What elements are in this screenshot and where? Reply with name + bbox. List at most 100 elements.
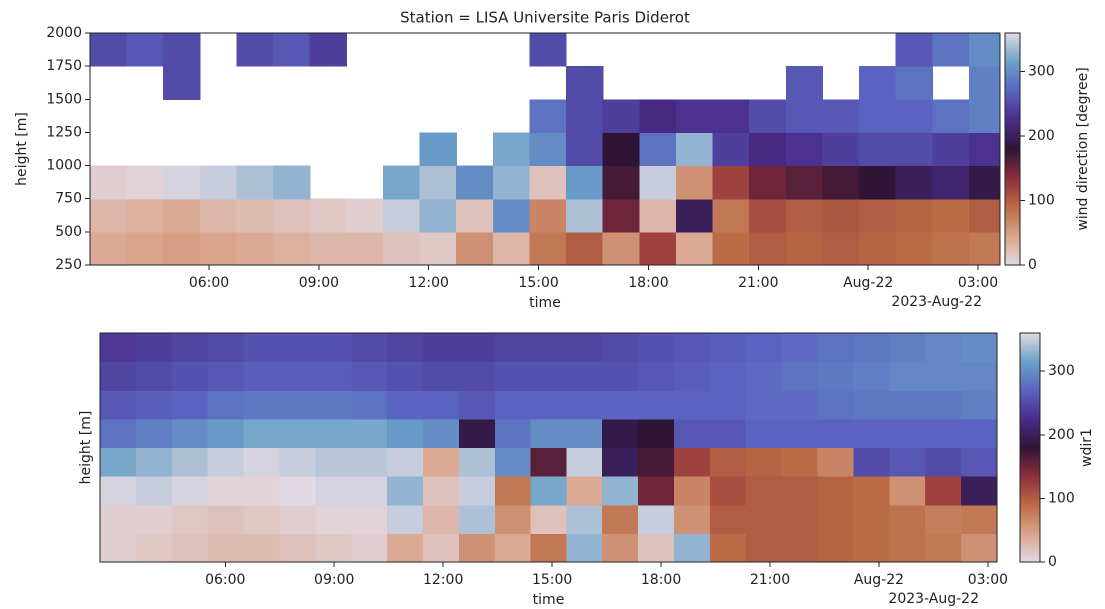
- heatmap-cell: [279, 447, 316, 477]
- heatmap-cell: [351, 361, 388, 391]
- heatmap-cell: [315, 447, 352, 477]
- colorbar-tick-label: 0: [1028, 257, 1037, 273]
- heatmap-cell: [859, 165, 897, 200]
- heatmap-cell: [126, 231, 164, 266]
- heatmap-cell: [530, 418, 567, 449]
- heatmap-cell: [712, 99, 750, 134]
- heatmap-cell: [315, 390, 352, 420]
- heatmap-cell: [458, 476, 496, 506]
- heatmap-cell: [236, 165, 274, 200]
- heatmap-cell: [889, 333, 926, 363]
- heatmap-cell: [968, 33, 1001, 67]
- heatmap-cell: [243, 333, 280, 363]
- heatmap-cell: [638, 418, 675, 449]
- heatmap-cell: [639, 198, 677, 233]
- heatmap-cell: [895, 132, 933, 167]
- x-tick-label: 06:00: [189, 275, 229, 291]
- heatmap-cell: [961, 418, 998, 449]
- heatmap-cell: [279, 390, 316, 420]
- heatmap-cell: [602, 447, 639, 477]
- heatmap-cell: [745, 504, 783, 534]
- heatmap-cell: [638, 390, 675, 420]
- heatmap-cell: [853, 447, 891, 477]
- heatmap-cell: [422, 504, 460, 534]
- heatmap-cell: [674, 418, 711, 449]
- heatmap-cell: [745, 476, 783, 506]
- x-offset-label: 2023-Aug-22: [888, 591, 979, 607]
- x-tick-label: 15:00: [532, 572, 572, 588]
- x-tick-label: 12:00: [423, 572, 463, 588]
- heatmap-cell: [135, 333, 173, 363]
- heatmap-cell: [458, 447, 496, 477]
- heatmap-cell: [279, 418, 316, 449]
- heatmap-cell: [243, 361, 280, 391]
- heatmap-cell: [817, 504, 855, 534]
- heatmap-cell: [243, 390, 280, 420]
- heatmap-cell: [710, 533, 747, 563]
- heatmap-cell: [315, 533, 352, 563]
- heatmap-cell: [315, 418, 352, 449]
- heatmap-cells: [90, 33, 1001, 266]
- heatmap-cell: [171, 476, 209, 506]
- heatmap-cell: [100, 361, 137, 391]
- heatmap-cell: [566, 533, 603, 563]
- colorbar-tick-label: 100: [1048, 490, 1075, 506]
- x-axis-label: time: [533, 592, 565, 608]
- heatmap-cell: [895, 99, 933, 134]
- heatmap-cell: [602, 361, 639, 391]
- heatmap-cell: [675, 231, 714, 266]
- x-tick-label: 06:00: [205, 572, 245, 588]
- heatmap-cell: [163, 198, 201, 233]
- heatmap-cell: [638, 333, 675, 363]
- heatmap-cell: [566, 165, 604, 200]
- heatmap-cell: [675, 165, 714, 200]
- heatmap-cell: [961, 504, 998, 534]
- heatmap-cell: [968, 99, 1001, 134]
- heatmap-cell: [895, 165, 933, 200]
- heatmap-cell: [859, 99, 897, 134]
- heatmap-cell: [135, 504, 173, 534]
- heatmap-cell: [822, 165, 860, 200]
- heatmap-cell: [530, 504, 567, 534]
- heatmap-cell: [386, 504, 424, 534]
- heatmap-cell: [456, 231, 494, 266]
- heatmap-cell: [602, 99, 640, 134]
- heatmap-cell: [674, 390, 711, 420]
- heatmap-cell: [749, 198, 787, 233]
- heatmap-cell: [853, 333, 891, 363]
- heatmap-cell: [785, 66, 823, 100]
- x-offset-label: 2023-Aug-22: [891, 294, 982, 310]
- heatmap-cell: [243, 533, 280, 563]
- heatmap-cell: [925, 504, 962, 534]
- heatmap-cell: [639, 231, 677, 266]
- heatmap-cell: [968, 66, 1001, 100]
- heatmap-cell: [817, 476, 855, 506]
- heatmap-cell: [785, 132, 823, 167]
- x-tick-label: 15:00: [518, 275, 558, 291]
- x-tick-label: 03:00: [968, 572, 1008, 588]
- heatmap-cell: [566, 504, 603, 534]
- heatmap-cell: [968, 132, 1001, 167]
- y-tick-label: 2000: [46, 25, 82, 41]
- heatmap-cell: [422, 533, 460, 563]
- heatmap-cell: [382, 231, 421, 266]
- heatmap-cell: [859, 132, 897, 167]
- heatmap-cell: [817, 361, 855, 391]
- heatmap-cell: [817, 533, 855, 563]
- heatmap-cell: [243, 504, 280, 534]
- heatmap-cell: [749, 231, 787, 266]
- heatmap-cell: [674, 361, 711, 391]
- x-tick-label: Aug-22: [843, 275, 893, 291]
- y-tick-label: 750: [55, 191, 82, 207]
- heatmap-cell: [785, 231, 823, 266]
- heatmap-cell: [494, 504, 532, 534]
- heatmap-cell: [90, 33, 128, 67]
- heatmap-cell: [199, 165, 238, 200]
- heatmap-cell: [163, 66, 201, 100]
- heatmap-cell: [785, 99, 823, 134]
- heatmap-cell: [171, 333, 209, 363]
- heatmap-cell: [781, 361, 819, 391]
- heatmap-cell: [351, 418, 388, 449]
- heatmap-cell: [419, 198, 457, 233]
- colorbar-tick-label: 300: [1028, 64, 1055, 80]
